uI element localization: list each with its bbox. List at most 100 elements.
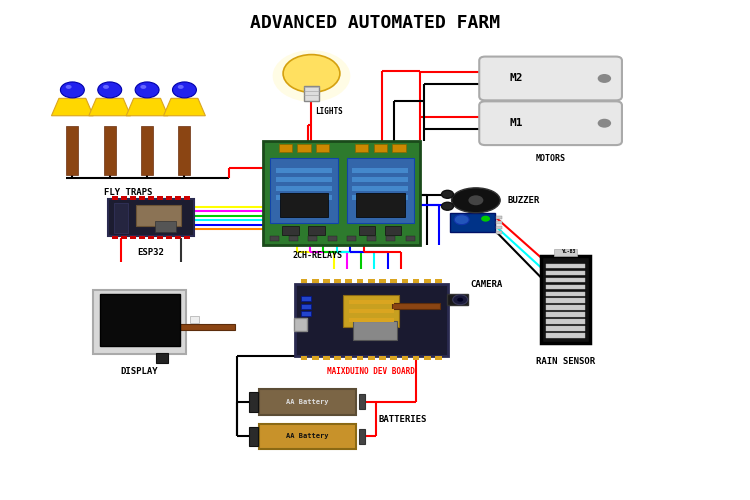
Bar	[379, 356, 386, 360]
Bar	[401, 279, 408, 283]
Bar	[358, 394, 364, 409]
Circle shape	[66, 85, 72, 89]
Bar	[546, 326, 585, 331]
Bar	[435, 279, 442, 283]
Bar	[312, 279, 319, 283]
Text: LIGHTS: LIGHTS	[315, 107, 343, 116]
Text: AA Battery: AA Battery	[286, 398, 329, 404]
Polygon shape	[52, 98, 93, 116]
Bar	[349, 309, 394, 313]
Bar	[355, 144, 368, 152]
Bar	[184, 196, 190, 200]
Bar	[346, 279, 352, 283]
Bar	[346, 356, 352, 360]
Bar	[546, 298, 585, 303]
Circle shape	[469, 196, 483, 205]
Bar	[263, 140, 420, 245]
Bar	[328, 236, 337, 241]
Bar	[308, 236, 317, 241]
Circle shape	[273, 50, 350, 102]
Bar	[249, 392, 258, 411]
Text: BATTERIES: BATTERIES	[379, 414, 427, 424]
Bar	[104, 126, 116, 176]
Bar	[114, 203, 128, 232]
Bar	[295, 284, 448, 356]
Bar	[349, 300, 394, 304]
Bar	[278, 144, 292, 152]
Bar	[546, 320, 585, 324]
Bar	[349, 318, 394, 322]
Bar	[406, 236, 415, 241]
Bar	[141, 126, 153, 176]
Bar	[184, 236, 190, 240]
Bar	[312, 356, 319, 360]
Bar	[304, 86, 319, 101]
Bar	[546, 270, 585, 275]
Text: MOTORS: MOTORS	[536, 154, 566, 163]
Circle shape	[178, 85, 184, 89]
Bar	[352, 177, 408, 182]
Bar	[260, 388, 356, 414]
Bar	[157, 196, 163, 200]
Bar	[276, 168, 332, 173]
Bar	[424, 356, 430, 360]
Bar	[276, 177, 332, 182]
Bar	[546, 312, 585, 317]
Bar	[334, 279, 341, 283]
Bar	[390, 356, 397, 360]
Bar	[130, 196, 136, 200]
Bar	[157, 236, 163, 240]
Bar	[357, 356, 364, 360]
Bar	[175, 196, 181, 200]
Polygon shape	[88, 98, 130, 116]
Circle shape	[442, 190, 454, 198]
Bar	[93, 290, 186, 354]
Circle shape	[598, 118, 611, 128]
Circle shape	[481, 216, 490, 222]
Polygon shape	[126, 98, 168, 116]
Bar	[546, 306, 585, 310]
Circle shape	[442, 202, 454, 210]
Bar	[112, 236, 118, 240]
Bar	[358, 429, 364, 444]
Bar	[166, 236, 172, 240]
Bar	[178, 126, 190, 176]
Text: M1: M1	[509, 118, 523, 128]
Bar	[546, 264, 585, 268]
Bar	[316, 144, 329, 152]
Bar	[136, 205, 181, 226]
Bar	[289, 236, 298, 241]
Circle shape	[103, 85, 109, 89]
Bar	[424, 279, 430, 283]
Bar	[175, 236, 181, 240]
Text: FLY TRAPS: FLY TRAPS	[104, 188, 152, 197]
Bar	[301, 279, 307, 283]
Bar	[260, 424, 356, 450]
Text: BUZZER: BUZZER	[507, 196, 539, 205]
Bar	[496, 226, 502, 230]
Bar	[368, 279, 375, 283]
Bar	[385, 226, 401, 234]
Bar	[156, 354, 168, 364]
Bar	[334, 356, 341, 360]
Bar	[401, 356, 408, 360]
Bar	[308, 226, 325, 234]
Bar	[344, 294, 399, 327]
Circle shape	[61, 82, 84, 98]
Bar	[178, 324, 235, 330]
Bar	[358, 226, 375, 234]
Bar	[302, 296, 311, 301]
Bar	[546, 334, 585, 338]
Bar	[148, 236, 154, 240]
Bar	[435, 356, 442, 360]
Bar	[496, 221, 502, 224]
Text: YL-83: YL-83	[562, 250, 576, 254]
Bar	[450, 213, 494, 232]
Text: M2: M2	[509, 74, 523, 84]
Bar	[386, 236, 395, 241]
Bar	[546, 284, 585, 289]
FancyBboxPatch shape	[479, 56, 622, 100]
Bar	[271, 158, 338, 222]
Bar	[282, 226, 298, 234]
Bar	[390, 279, 397, 283]
